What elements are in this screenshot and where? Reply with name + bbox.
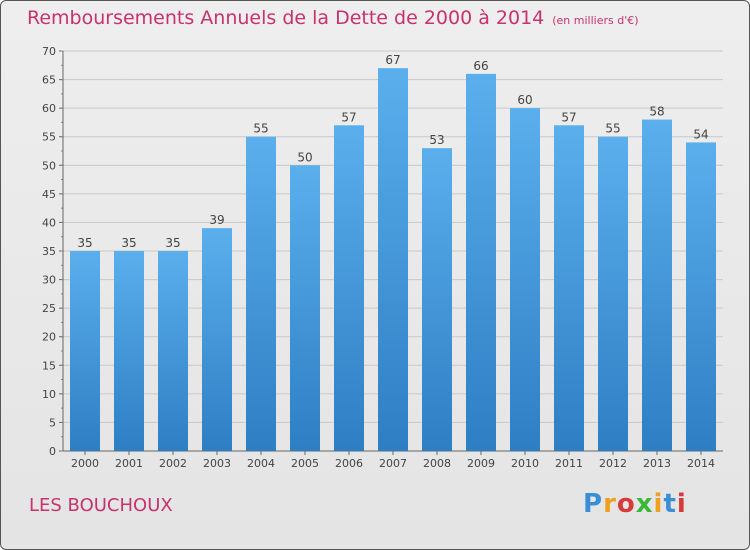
bar-value-label: 57 bbox=[341, 110, 356, 124]
bar-value-label: 53 bbox=[429, 133, 444, 147]
x-tick-label: 2013 bbox=[643, 457, 671, 470]
bar bbox=[114, 251, 144, 451]
bar bbox=[202, 228, 232, 451]
logo-letter: t bbox=[663, 489, 677, 519]
bar-value-label: 35 bbox=[121, 236, 136, 250]
x-tick-label: 2012 bbox=[599, 457, 627, 470]
y-tick-label: 35 bbox=[42, 245, 56, 258]
chart-title: Remboursements Annuels de la Dette de 20… bbox=[27, 7, 639, 29]
y-tick-label: 30 bbox=[42, 274, 56, 287]
logo-letter: o bbox=[616, 489, 636, 519]
x-tick-label: 2010 bbox=[511, 457, 539, 470]
bar-value-label: 54 bbox=[693, 127, 708, 141]
x-tick-label: 2005 bbox=[291, 457, 319, 470]
bar bbox=[554, 125, 584, 452]
bar-value-label: 35 bbox=[77, 236, 92, 250]
x-tick-label: 2001 bbox=[115, 457, 143, 470]
y-tick-label: 25 bbox=[42, 302, 56, 315]
y-tick-label: 20 bbox=[42, 331, 56, 344]
chart-unit: (en milliers d'€) bbox=[552, 14, 639, 27]
bar bbox=[378, 68, 408, 452]
bar bbox=[334, 125, 364, 452]
y-tick-label: 15 bbox=[42, 359, 56, 372]
bar bbox=[422, 148, 452, 451]
y-tick-label: 10 bbox=[42, 388, 56, 401]
bar-value-label: 67 bbox=[385, 53, 400, 67]
y-tick-label: 65 bbox=[42, 74, 56, 87]
bar bbox=[598, 136, 628, 451]
x-tick-label: 2011 bbox=[555, 457, 583, 470]
x-tick-label: 2002 bbox=[159, 457, 187, 470]
bar-value-label: 55 bbox=[605, 122, 620, 136]
bar bbox=[246, 136, 276, 451]
y-tick-label: 50 bbox=[42, 159, 56, 172]
locality-name: LES BOUCHOUX bbox=[29, 495, 173, 516]
bar-value-label: 55 bbox=[253, 122, 268, 136]
x-tick-label: 2008 bbox=[423, 457, 451, 470]
bar bbox=[70, 251, 100, 451]
bar bbox=[686, 142, 716, 451]
x-tick-label: 2006 bbox=[335, 457, 363, 470]
bar-value-label: 66 bbox=[473, 59, 488, 73]
chart-title-text: Remboursements Annuels de la Dette de 20… bbox=[27, 7, 545, 29]
y-tick-label: 40 bbox=[42, 216, 56, 229]
bar bbox=[466, 73, 496, 451]
bars bbox=[70, 68, 716, 452]
bar bbox=[158, 251, 188, 451]
labels: 0 5 10 15 20 25 30 35 40 45 50 55 60 65 70 35 2000 35 2001… bbox=[42, 45, 715, 470]
x-tick-label: 2007 bbox=[379, 457, 407, 470]
x-tick-label: 2004 bbox=[247, 457, 275, 470]
y-tick-label: 5 bbox=[49, 416, 56, 429]
bar-value-label: 50 bbox=[297, 150, 312, 164]
x-tick-label: 2000 bbox=[71, 457, 99, 470]
y-tick-label: 60 bbox=[42, 102, 56, 115]
y-tick-label: 70 bbox=[42, 45, 56, 58]
bar-value-label: 60 bbox=[517, 93, 532, 107]
y-tick-label: 45 bbox=[42, 188, 56, 201]
x-tick-label: 2014 bbox=[687, 457, 715, 470]
logo-letter: i bbox=[676, 489, 687, 519]
bar bbox=[290, 165, 320, 452]
bar-value-label: 39 bbox=[209, 213, 224, 227]
proxiti-logo: Proxiti bbox=[583, 489, 687, 519]
y-tick-label: 55 bbox=[42, 131, 56, 144]
x-tick-label: 2009 bbox=[467, 457, 495, 470]
bar-value-label: 57 bbox=[561, 110, 576, 124]
x-tick-label: 2003 bbox=[203, 457, 231, 470]
bar bbox=[510, 108, 540, 452]
logo-letter: P bbox=[583, 489, 604, 519]
logo-letter: r bbox=[603, 489, 617, 519]
logo-letter: i bbox=[653, 489, 664, 519]
y-tick-label: 0 bbox=[49, 445, 56, 458]
bar-value-label: 58 bbox=[649, 105, 664, 119]
logo-letter: x bbox=[635, 489, 654, 519]
bar-value-label: 35 bbox=[165, 236, 180, 250]
bar bbox=[642, 119, 672, 452]
